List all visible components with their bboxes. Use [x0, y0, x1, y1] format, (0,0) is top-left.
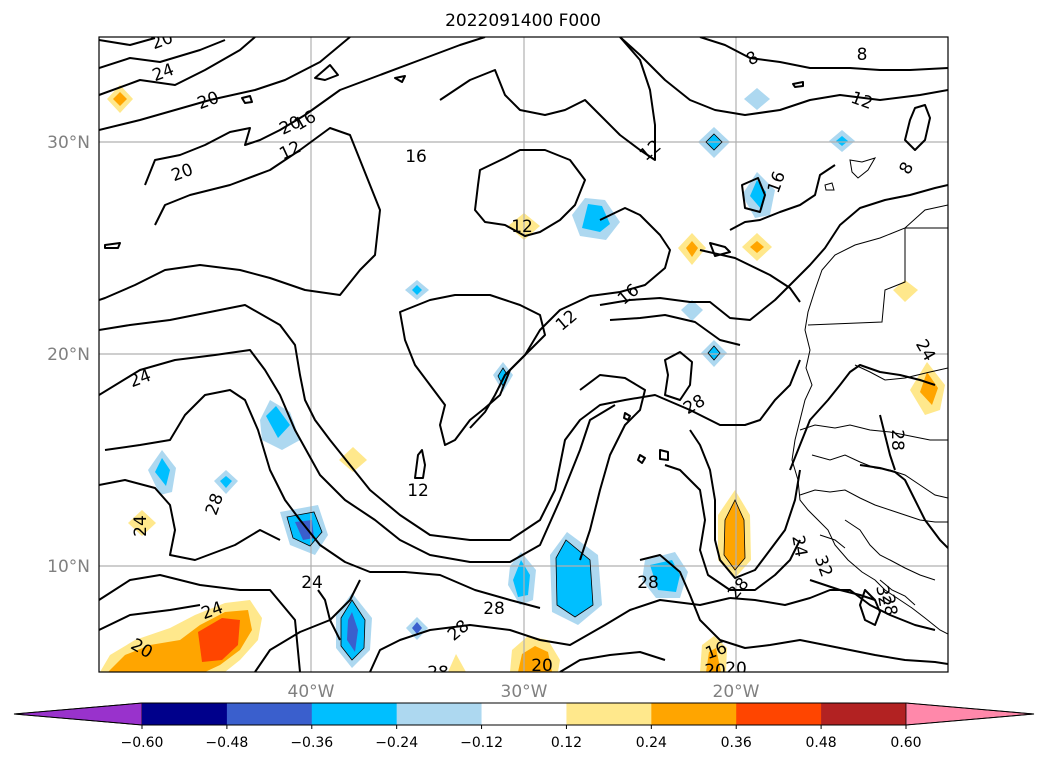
contour-label-text: 8: [857, 45, 868, 65]
warm-anomaly-bottom-30w: [510, 636, 560, 672]
contour-label: 32: [871, 584, 894, 609]
colorbar-swatch: [566, 703, 652, 725]
lat-label-20n: 20°N: [47, 345, 90, 365]
cool-anomaly-22w-22n: [681, 300, 703, 321]
contour-label-text: 20: [704, 661, 726, 681]
warm-anomaly-48w-12n: [128, 510, 156, 536]
contour-label-text: 24: [131, 515, 151, 537]
colorbar-swatch: [311, 703, 398, 725]
warm-anomaly-19w-25n: [742, 233, 772, 261]
contour-label: 8: [857, 45, 868, 65]
contour-label-text: 20: [725, 659, 747, 679]
shaded-outlines: [286, 133, 746, 661]
chart-title: 2022091400 F000: [445, 11, 601, 31]
contour-label-text: 28: [483, 599, 505, 619]
cool-anomaly-42w-16n: [260, 400, 300, 450]
cool-anomaly-19w-32n: [744, 88, 770, 110]
colorbar-swatch: [226, 703, 313, 725]
cool-anomaly-28w-9n: [550, 532, 602, 625]
colorbar: −0.60 −0.48 −0.36 −0.24 −0.12 0.12 0.24 0.36 0.4…: [13, 702, 1035, 751]
warm-anomaly-sw: [100, 600, 262, 672]
colorbar-tick-label: 0.48: [806, 735, 837, 751]
lon-label-20w: 20°W: [713, 682, 760, 702]
gridlines: [99, 37, 948, 672]
coastline: [791, 157, 948, 635]
cool-anomaly-24w-9n: [642, 552, 688, 598]
colorbar-tick-label: 0.24: [636, 735, 667, 751]
contour-label: 24: [131, 515, 151, 537]
cool-anomaly-47w-14n: [148, 450, 176, 495]
colorbar-swatch: [142, 703, 228, 725]
contour-label-text: 12: [511, 217, 533, 237]
contour-label-text: 16: [405, 147, 427, 167]
contour-label: 28: [427, 663, 449, 683]
lat-label-10n: 10°N: [47, 557, 90, 577]
map-frame: [98, 36, 949, 673]
contour-label-text: 28: [887, 429, 907, 451]
contour-label: 24: [301, 573, 323, 593]
colorbar-swatch: [651, 703, 737, 725]
contour-label-text: 24: [787, 534, 810, 559]
contour-label-text: 28: [427, 663, 449, 683]
contour-label: 28: [877, 593, 900, 618]
colorbar-tick-label: 0.36: [721, 735, 752, 751]
contour-label-text: 12: [407, 481, 429, 501]
contour-label: 20: [725, 659, 747, 679]
colorbar-tick-label: −0.36: [290, 735, 333, 751]
colorbar-extend-high: [905, 702, 1035, 726]
colorbar-tick-label: −0.60: [121, 735, 164, 751]
warm-anomaly-37w-15n: [339, 447, 367, 472]
warm-anomaly-22w-25n: [678, 233, 706, 265]
lon-label-40w: 40°W: [288, 682, 335, 702]
cool-anomaly-30w-9n: [508, 552, 536, 605]
lat-label-30n: 30°N: [47, 133, 90, 153]
contour-label-text: 28: [877, 593, 900, 618]
contour-label: 12: [407, 481, 429, 501]
contour-label: 16: [405, 147, 427, 167]
cool-anomaly-27w-26n: [572, 198, 620, 240]
contour-label-text: 28: [637, 573, 659, 593]
cool-anomaly-44w-14n: [214, 470, 238, 494]
colorbar-tick-label: −0.48: [205, 735, 248, 751]
warm-anomaly-ne: [893, 280, 918, 302]
warm-anomaly-east: [910, 362, 945, 415]
contour-label: 20: [531, 656, 553, 676]
contour-label: 20: [704, 661, 726, 681]
warm-anomaly-bottom-33w: [448, 654, 466, 672]
contour-label-text: 24: [301, 573, 323, 593]
colorbar-swatches: [13, 702, 1035, 726]
warm-anomaly-nw: [107, 85, 133, 113]
cool-anomaly-35w-23n: [405, 280, 429, 300]
contour-label: 28: [483, 599, 505, 619]
contour-label: 28: [887, 429, 907, 451]
contour-label: 24: [787, 534, 810, 559]
contour-label-text: 32: [871, 584, 894, 609]
shaded-fields: [100, 85, 945, 672]
colorbar-extend-low: [13, 702, 143, 726]
contour-lines: [99, 37, 948, 672]
colorbar-swatch: [821, 703, 907, 725]
contour-label-text: 20: [531, 656, 553, 676]
longitude-labels: 40°W 30°W 20°W: [288, 682, 760, 702]
colorbar-tick-label: −0.24: [375, 735, 418, 751]
colorbar-swatch: [396, 703, 483, 725]
colorbar-tick-label: −0.12: [460, 735, 503, 751]
colorbar-swatch: [736, 703, 822, 725]
colorbar-tick-label: 0.12: [551, 735, 582, 751]
warm-anomaly-bottom-21w: [700, 636, 727, 672]
cool-anomaly-35w-7n: [406, 617, 428, 640]
colorbar-swatch: [481, 703, 567, 725]
warm-anomaly-20w-12n: [718, 490, 751, 578]
contour-label: 12: [511, 217, 533, 237]
latitude-labels: 30°N 20°N 10°N: [47, 133, 90, 577]
lon-label-30w: 30°W: [501, 682, 548, 702]
contour-label: 28: [637, 573, 659, 593]
cool-anomaly-15w-30n: [829, 130, 855, 152]
colorbar-tick-label: 0.60: [890, 735, 921, 751]
colorbar-ticks: −0.60 −0.48 −0.36 −0.24 −0.12 0.12 0.24 0.36 0.4…: [121, 725, 922, 751]
